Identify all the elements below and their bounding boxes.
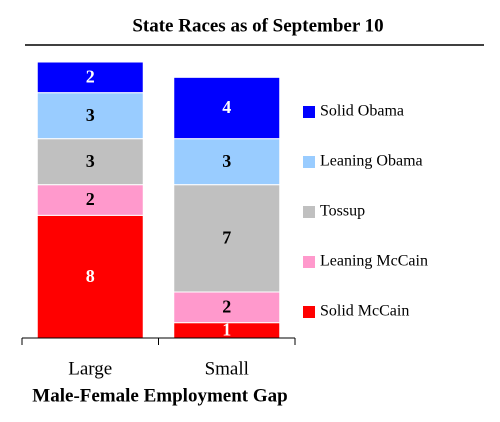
legend-swatch [303,106,315,118]
legend-swatch [303,206,315,218]
x-tick-label: Large [68,358,112,379]
bar-segment [36,61,144,94]
value-label: 8 [86,266,95,286]
x-tick-label: Small [205,358,249,379]
bar-segment [173,138,281,186]
value-label: 3 [86,151,95,171]
legend-swatch [303,306,315,318]
value-label: 2 [86,66,95,86]
legend-label: Leaning McCain [320,253,428,270]
value-label: 7 [222,227,231,247]
value-label: 3 [222,151,231,171]
bar-segment [36,184,144,216]
bar-segment [173,291,281,324]
legend-label: Solid McCain [320,303,409,320]
value-label: 4 [222,97,231,117]
value-label: 2 [222,296,231,316]
legend-label: Tossup [320,203,365,220]
legend-swatch [303,156,315,168]
value-label: 2 [86,189,95,209]
chart-title: State Races as of September 10 [132,15,383,36]
x-axis-title: Male-Female Employment Gap [32,385,287,406]
legend-swatch [303,256,315,268]
value-label: 3 [86,105,95,125]
value-label: 1 [222,319,231,339]
legend-label: Solid Obama [320,103,404,120]
bar-segment [173,184,281,293]
legend-label: Leaning Obama [320,153,423,170]
bar-segment [173,76,281,140]
bar-segment [36,92,144,140]
